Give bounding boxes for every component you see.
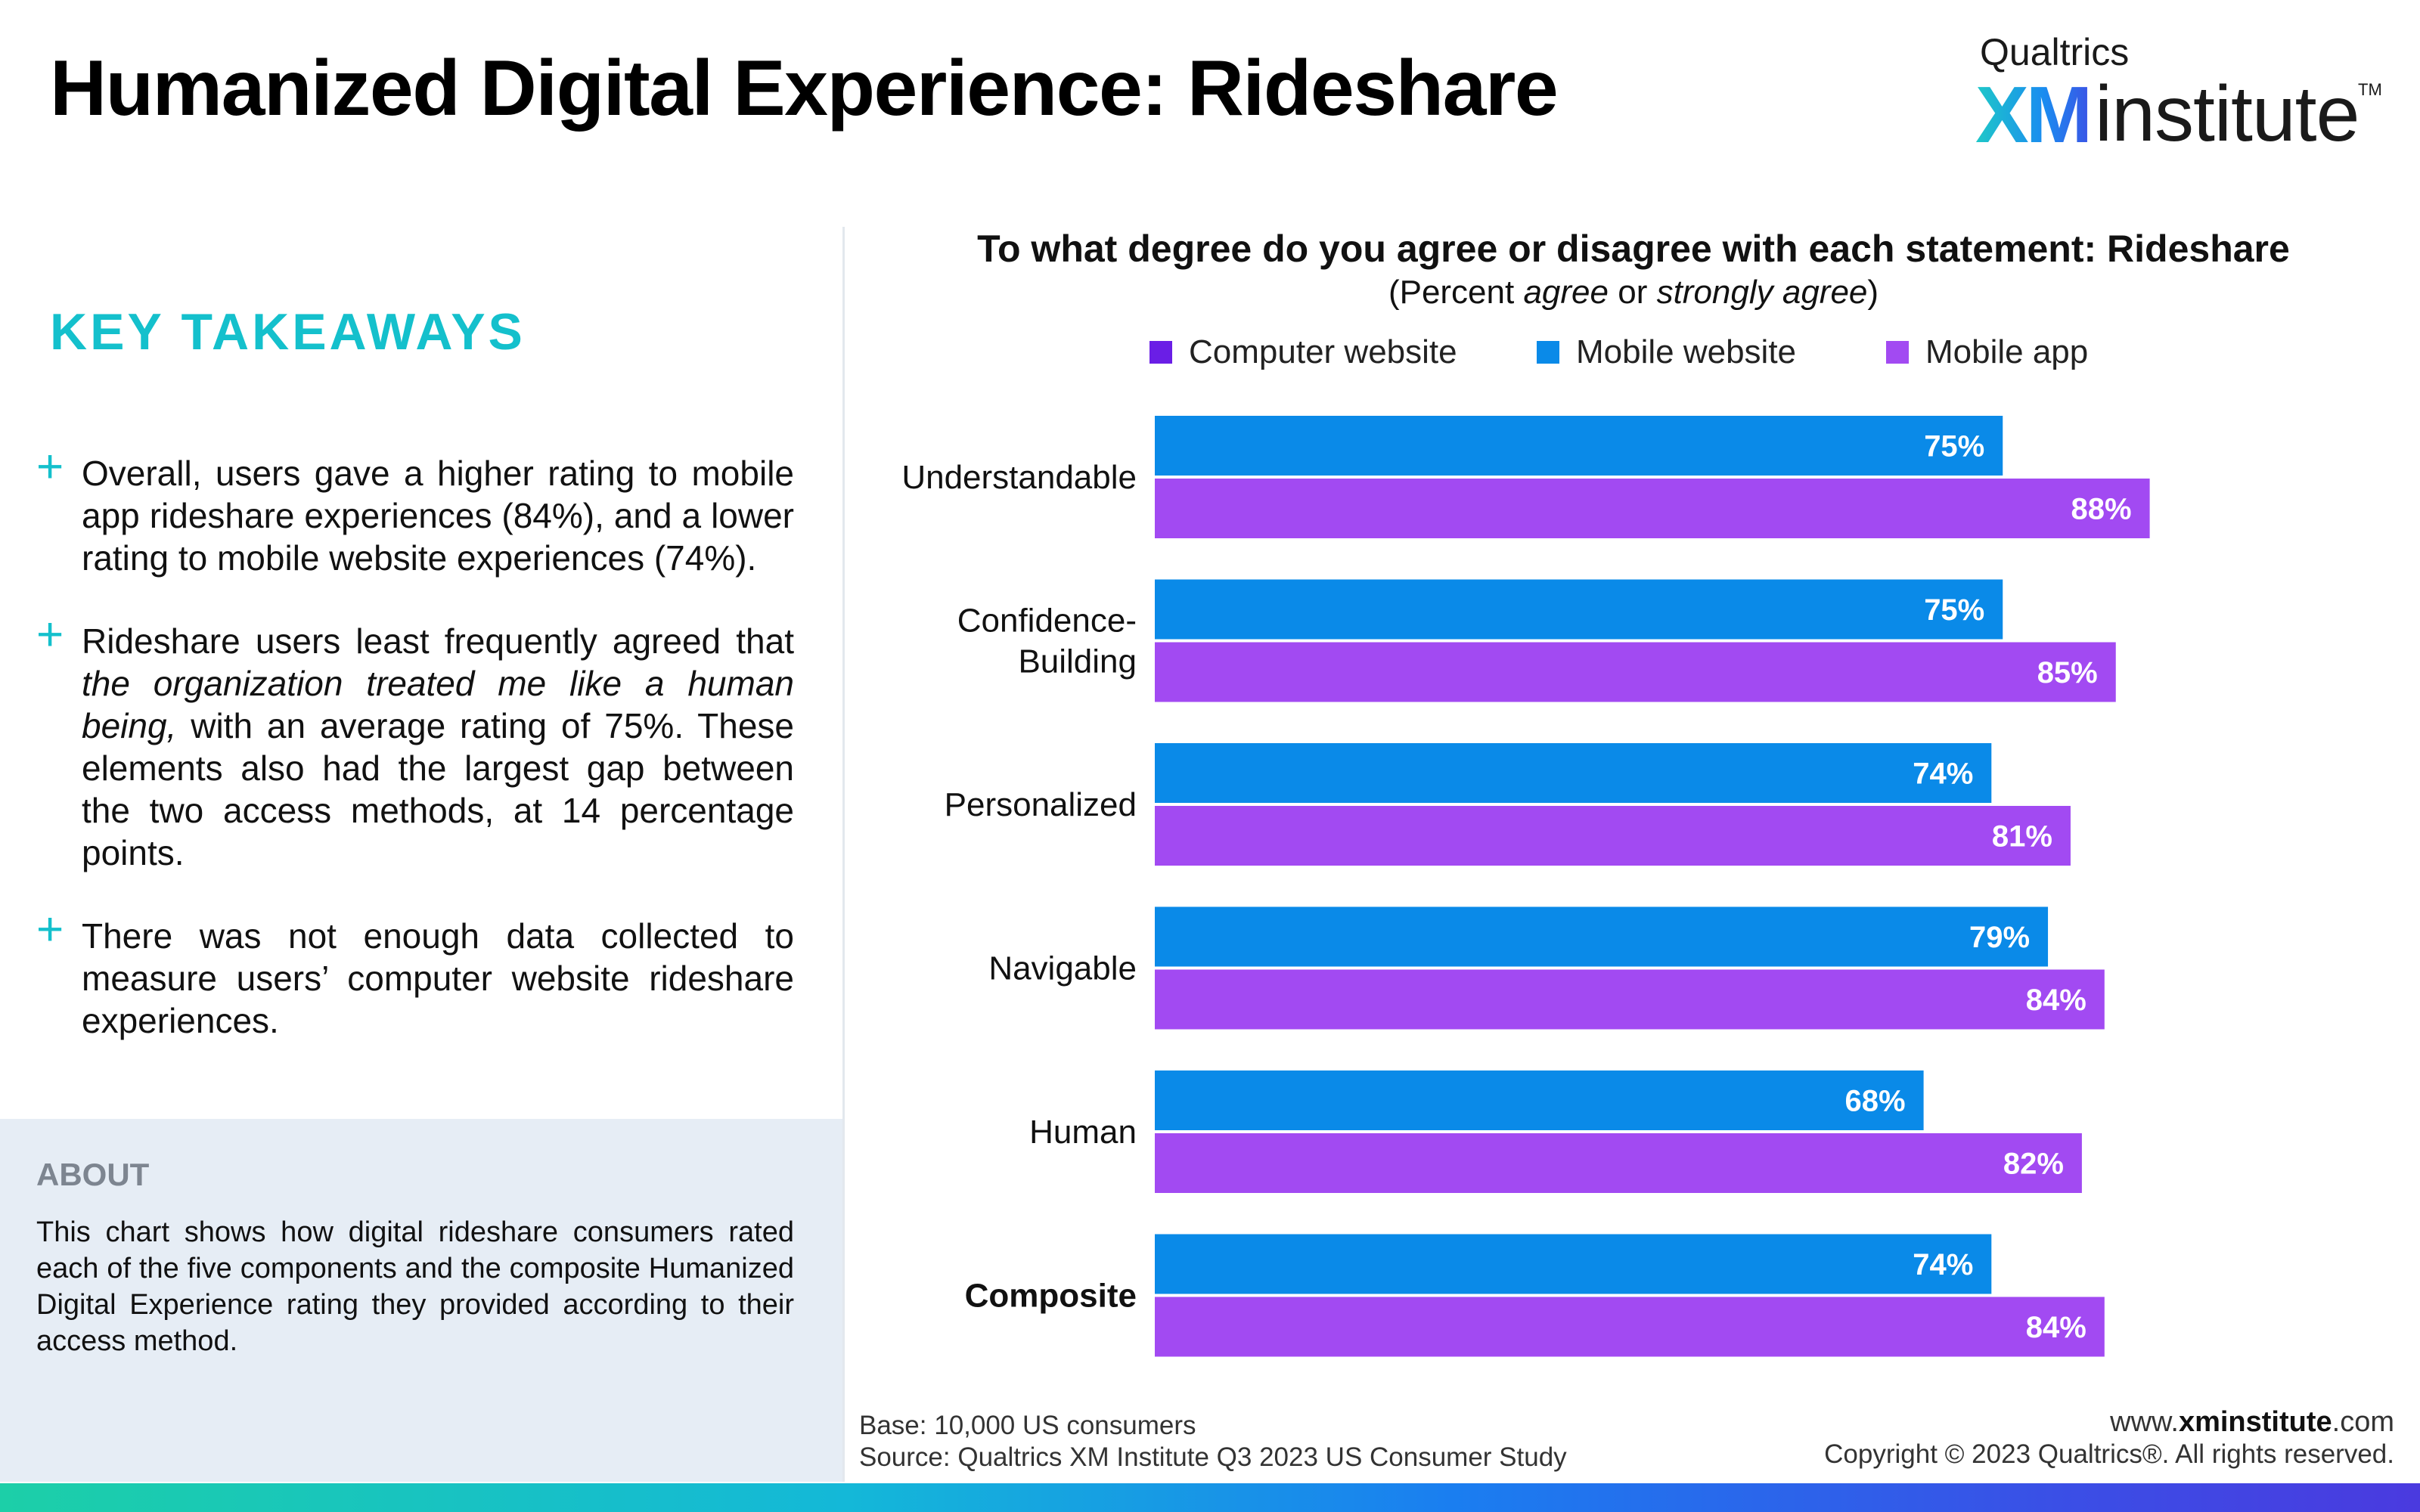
base-note: Base: 10,000 US consumers <box>859 1411 1196 1440</box>
logo-trademark: TM <box>2358 80 2382 99</box>
bar-mobile-app <box>1155 1297 2105 1357</box>
takeaway-text: Overall, users gave a higher rating to m… <box>82 454 794 578</box>
url-suffix: .com <box>2332 1406 2394 1438</box>
data-label: 79% <box>1969 921 2030 954</box>
data-label: 84% <box>2026 984 2086 1017</box>
bar-mobile-app <box>1155 1133 2082 1193</box>
bottom-gradient-bar <box>0 1483 2420 1512</box>
logo-xm-text: XM <box>1975 70 2093 160</box>
takeaway-item: + There was not enough data collected to… <box>36 906 794 1042</box>
chart-title: To what degree do you agree or disagree … <box>977 228 2290 270</box>
legend-swatch <box>1886 341 1909 364</box>
plus-icon: + <box>36 609 64 661</box>
subtitle-part: (Percent <box>1388 274 1524 311</box>
takeaway-item: + Rideshare users least frequently agree… <box>36 612 794 874</box>
data-label: 74% <box>1913 758 1973 791</box>
subtitle-italic: strongly agree <box>1656 274 1868 311</box>
category-label: Navigable <box>988 950 1137 987</box>
vertical-divider <box>842 227 845 1482</box>
data-label: 82% <box>2003 1148 2064 1181</box>
page-title: Humanized Digital Experience: Rideshare <box>50 45 1559 132</box>
logo-qualtrics-text: Qualtrics <box>1980 31 2130 73</box>
legend-swatch <box>1150 341 1172 364</box>
bar-mobile-website <box>1155 743 1992 803</box>
url-prefix: www. <box>2110 1406 2179 1438</box>
about-text: This chart shows how digital rideshare c… <box>36 1216 794 1357</box>
data-label: 84% <box>2026 1311 2086 1344</box>
bar-mobile-app <box>1155 479 2150 538</box>
legend-item-computer-website: Computer website <box>1150 331 1457 373</box>
data-label: 81% <box>1992 820 2052 854</box>
data-label: 75% <box>1924 430 1984 463</box>
plus-icon: + <box>36 903 64 956</box>
about-heading: ABOUT <box>36 1157 150 1192</box>
category-label: Personalized <box>945 786 1137 823</box>
legend-label: Computer website <box>1189 333 1457 370</box>
copyright-note: Copyright © 2023 Qualtrics®. All rights … <box>1824 1439 2394 1469</box>
chart-subtitle: (Percent agree or strongly agree) <box>892 274 2375 311</box>
takeaways-list: + Overall, users gave a higher rating to… <box>36 444 794 1083</box>
bar-mobile-app <box>1155 969 2105 1030</box>
bar-mobile-website <box>1155 1070 1924 1130</box>
legend-label: Mobile app <box>1925 333 2089 370</box>
category-label: Composite <box>965 1278 1137 1315</box>
legend-swatch <box>1537 341 1559 364</box>
website-url[interactable]: www.xminstitute.com <box>2110 1406 2394 1439</box>
data-label: 74% <box>1913 1248 1973 1281</box>
category-label: Human <box>1029 1114 1137 1151</box>
category-label: Confidence- <box>957 603 1137 640</box>
url-domain: xminstitute <box>2178 1406 2332 1438</box>
qualtrics-xm-institute-logo: Qualtrics XM institute TM <box>1974 30 2382 160</box>
subtitle-part: or <box>1609 274 1657 311</box>
data-label: 88% <box>2071 493 2132 526</box>
bar-mobile-website <box>1155 579 2003 640</box>
category-label: Building <box>1018 643 1137 680</box>
bar-mobile-app <box>1155 642 2116 702</box>
source-note: Source: Qualtrics XM Institute Q3 2023 U… <box>859 1442 1567 1472</box>
legend-label: Mobile website <box>1576 333 1797 370</box>
about-panel <box>0 1119 842 1482</box>
takeaway-text: Rideshare users least frequently agreed … <box>82 621 794 661</box>
key-takeaways-heading: KEY TAKEAWAYS <box>50 303 526 361</box>
bar-mobile-website <box>1155 416 2003 476</box>
legend-item-mobile-website: Mobile website <box>1537 331 1796 373</box>
data-label: 75% <box>1924 593 1984 627</box>
legend-item-mobile-app: Mobile app <box>1886 331 2088 373</box>
takeaway-text: with an average rating of 75%. These ele… <box>82 706 794 872</box>
bar-mobile-app <box>1155 806 2071 866</box>
data-label: 68% <box>1845 1085 1906 1118</box>
subtitle-italic: agree <box>1523 274 1609 311</box>
takeaway-text: There was not enough data collected to m… <box>82 916 794 1040</box>
category-label: Understandable <box>901 459 1137 496</box>
subtitle-part: ) <box>1867 274 1879 311</box>
bar-chart: Understandable 75% 88% Confidence-Building 7… <box>901 416 2150 1357</box>
bar-mobile-website <box>1155 1234 1992 1294</box>
takeaway-italic-text: the organization treated me like a human… <box>82 664 794 745</box>
bar-mobile-website <box>1155 906 2049 967</box>
logo-institute-text: institute <box>2095 70 2360 158</box>
plus-icon: + <box>36 441 64 493</box>
data-label: 85% <box>2037 656 2098 689</box>
takeaway-item: + Overall, users gave a higher rating to… <box>36 444 794 579</box>
